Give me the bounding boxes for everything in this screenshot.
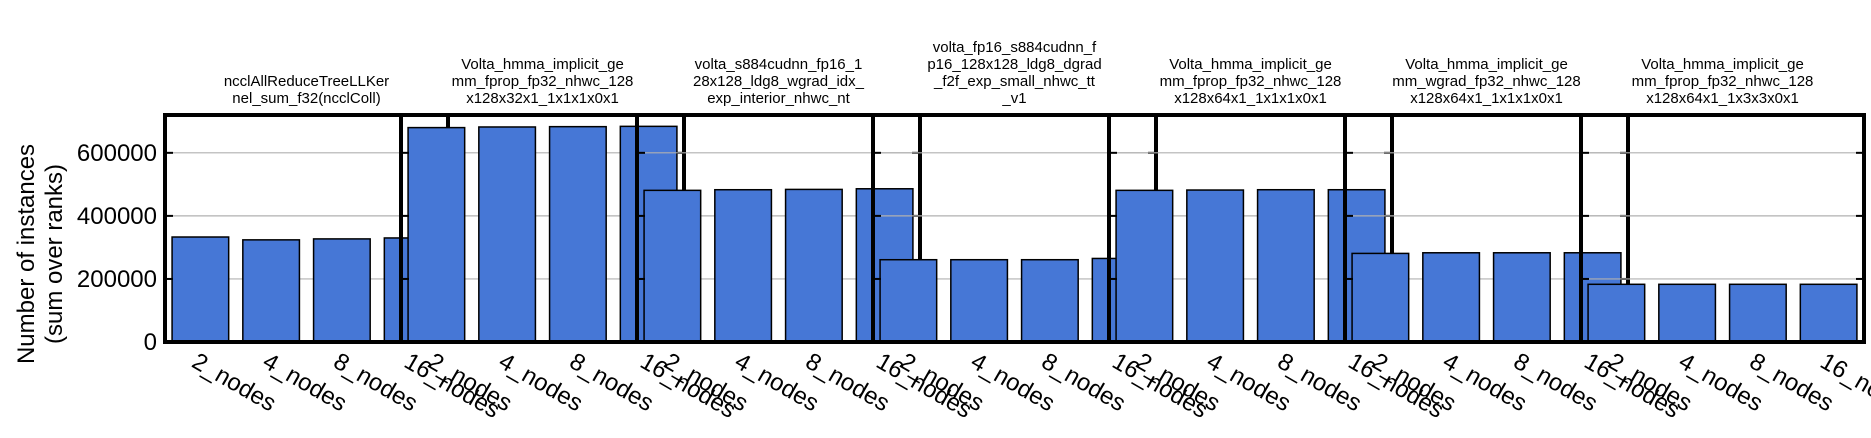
bar xyxy=(714,188,773,343)
panel-title: x128x64x1_1x3x3x0x1 xyxy=(1646,90,1799,107)
panel-title: Volta_hmma_implicit_ge xyxy=(1169,56,1332,73)
panel-frame xyxy=(635,113,922,344)
panel-title: mm_fprop_fp32_nhwc_128 xyxy=(1632,73,1814,90)
panel-title: volta_fp16_s884cudnn_f xyxy=(933,39,1097,56)
y-axis-label: Number of instances (sum over ranks) xyxy=(13,144,68,364)
bar xyxy=(407,126,466,343)
ytick-label: 400000 xyxy=(77,203,157,230)
panel-title: _v1 xyxy=(1001,90,1026,107)
panel-title: 28x128_ldg8_wgrad_idx_ xyxy=(693,73,865,90)
bar xyxy=(1728,283,1787,343)
bar xyxy=(171,236,230,343)
bar xyxy=(1422,252,1481,343)
panel-title: x128x32x1_1x1x1x0x1 xyxy=(466,90,619,107)
bar xyxy=(784,188,843,343)
bar xyxy=(879,258,938,343)
y-axis-label-line-2: (sum over ranks) xyxy=(41,164,68,344)
panel-title: mm_fprop_fp32_nhwc_128 xyxy=(452,73,634,90)
bar xyxy=(1587,283,1646,343)
bar xyxy=(1115,189,1174,343)
ytick-label: 200000 xyxy=(77,266,157,293)
bar xyxy=(548,125,607,343)
y-axis-label-line-1: Number of instances xyxy=(13,144,40,364)
panel-title: Volta_hmma_implicit_ge xyxy=(1405,56,1568,73)
panel-title: _f2f_exp_small_nhwc_tt xyxy=(933,73,1096,90)
panel-title: x128x64x1_1x1x1x0x1 xyxy=(1174,90,1327,107)
panel-title: Volta_hmma_implicit_ge xyxy=(1641,56,1804,73)
ytick-label: 600000 xyxy=(77,140,157,167)
panel-title: mm_wgrad_fp32_nhwc_128 xyxy=(1392,73,1580,90)
panels: 0 200000 400000 600000 2_nodes4_nodes8_nodes… xyxy=(77,39,1871,424)
bar xyxy=(643,189,702,343)
bar xyxy=(1351,252,1410,343)
bar xyxy=(312,238,371,343)
bar xyxy=(1256,188,1315,343)
bar xyxy=(1799,283,1858,343)
panel-title: exp_interior_nhwc_nt xyxy=(707,90,850,107)
panel-title: nel_sum_f32(ncclColl) xyxy=(232,90,380,107)
bar xyxy=(950,258,1009,343)
bar xyxy=(1020,258,1079,343)
bar xyxy=(242,239,301,343)
bar xyxy=(1186,189,1245,343)
panel-7: 2_nodes4_nodes8_nodes16_nodesVolta_hmma_… xyxy=(1579,56,1871,424)
panel-frame xyxy=(1579,113,1866,344)
panel-frame xyxy=(1343,113,1630,344)
bar xyxy=(1658,283,1717,343)
ytick-label: 0 xyxy=(144,329,157,356)
bar xyxy=(478,126,537,343)
panel-title: mm_fprop_fp32_nhwc_128 xyxy=(1160,73,1342,90)
panel-title: Volta_hmma_implicit_ge xyxy=(461,56,624,73)
panel-title: x128x64x1_1x1x1x0x1 xyxy=(1410,90,1563,107)
panel-title: p16_128x128_ldg8_dgrad xyxy=(927,56,1101,73)
panel-title: volta_s884cudnn_fp16_1 xyxy=(695,56,863,73)
bar xyxy=(1492,252,1551,343)
panel-title: ncclAllReduceTreeLLKer xyxy=(224,73,389,90)
panel-frame xyxy=(1107,113,1394,344)
